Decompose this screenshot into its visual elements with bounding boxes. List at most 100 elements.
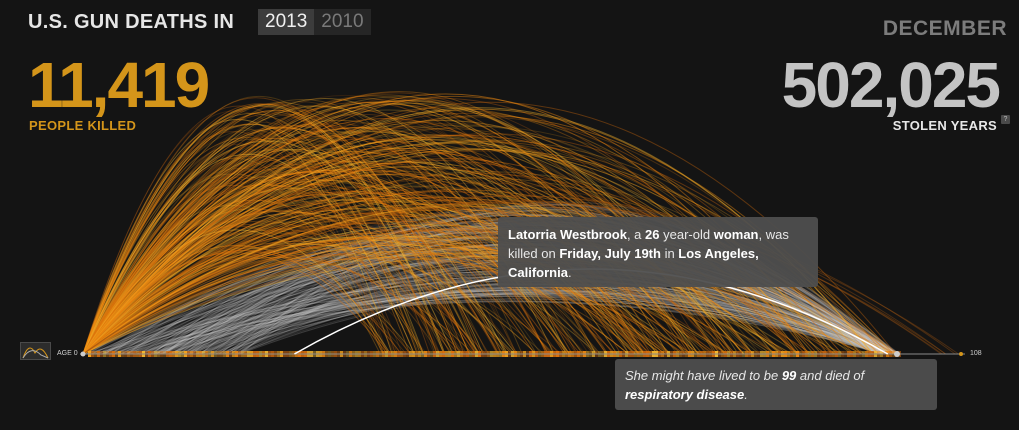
stolen-years-arc[interactable] (82, 261, 890, 355)
stolen-years-arc[interactable] (93, 282, 888, 355)
year-button-2013[interactable]: 2013 (258, 9, 315, 35)
victim-life-arc[interactable] (82, 245, 390, 355)
victim-life-arc[interactable] (82, 149, 479, 355)
victim-life-arc[interactable] (82, 158, 499, 355)
victim-life-arc[interactable] (82, 225, 401, 355)
victim-life-arc[interactable] (82, 211, 480, 355)
victim-life-arc[interactable] (82, 216, 599, 355)
victim-life-arc[interactable] (82, 106, 438, 355)
victim-life-arc[interactable] (82, 102, 479, 355)
victim-life-arc[interactable] (82, 208, 424, 355)
victim-life-arc[interactable] (82, 242, 515, 355)
outer-life-arc[interactable] (82, 201, 959, 355)
victim-life-arc[interactable] (82, 105, 396, 355)
victim-life-arc[interactable] (82, 248, 792, 355)
stolen-years-arc[interactable] (181, 295, 884, 355)
victim-life-arc[interactable] (82, 228, 835, 355)
stolen-years-arc[interactable] (135, 293, 891, 355)
stolen-years-arc[interactable] (104, 237, 886, 355)
stolen-years-arc[interactable] (185, 288, 899, 355)
stolen-years-arc[interactable] (167, 290, 900, 355)
victim-life-arc[interactable] (82, 250, 402, 355)
victim-life-arc[interactable] (82, 225, 587, 355)
victim-life-arc[interactable] (82, 131, 385, 355)
stolen-years-arc[interactable] (86, 237, 884, 355)
victim-life-arc[interactable] (82, 173, 383, 355)
stolen-years-arc[interactable] (91, 257, 886, 355)
year-button-2010[interactable]: 2010 (314, 9, 371, 35)
stolen-years-arc[interactable] (101, 273, 884, 355)
stolen-years-arc[interactable] (107, 293, 893, 355)
stolen-years-arc[interactable] (236, 289, 891, 355)
victim-life-arc[interactable] (82, 113, 421, 355)
stolen-years-arc[interactable] (101, 262, 887, 355)
stolen-years-arc[interactable] (127, 289, 892, 355)
victim-life-arc[interactable] (82, 249, 411, 355)
victim-life-arc[interactable] (82, 228, 768, 355)
victim-life-arc[interactable] (82, 238, 648, 355)
victim-life-arc[interactable] (82, 137, 411, 355)
victim-life-arc[interactable] (82, 227, 890, 355)
stolen-years-arc[interactable] (215, 292, 893, 355)
victim-life-arc[interactable] (82, 199, 425, 355)
victim-life-arc[interactable] (82, 127, 484, 355)
stolen-years-arc[interactable] (181, 289, 883, 355)
victim-life-arc[interactable] (82, 251, 727, 355)
stolen-years-arc[interactable] (83, 231, 892, 355)
victim-life-arc[interactable] (82, 221, 507, 355)
victim-life-arc[interactable] (82, 220, 397, 355)
victim-life-arc[interactable] (82, 237, 666, 355)
victim-life-arc[interactable] (82, 121, 441, 355)
victim-life-arc[interactable] (82, 95, 436, 355)
victim-life-arc[interactable] (82, 253, 562, 355)
victim-life-arc[interactable] (82, 257, 693, 355)
victim-life-arc[interactable] (82, 187, 509, 355)
victim-life-arc[interactable] (82, 209, 477, 355)
victim-life-arc[interactable] (82, 171, 538, 355)
victim-life-arc[interactable] (82, 130, 567, 355)
victim-life-arc[interactable] (82, 222, 456, 355)
victim-life-arc[interactable] (82, 220, 716, 355)
stolen-years-arc[interactable] (125, 301, 900, 355)
stolen-years-arc[interactable] (180, 289, 888, 355)
stolen-years-arc[interactable] (146, 300, 886, 355)
victim-life-arc[interactable] (82, 139, 488, 355)
victim-life-arc[interactable] (82, 252, 388, 355)
stolen-years-arc[interactable] (95, 290, 884, 355)
victim-life-arc[interactable] (82, 242, 666, 355)
stolen-years-arc[interactable] (159, 298, 889, 355)
help-icon[interactable]: ? (1001, 115, 1010, 124)
victim-life-arc[interactable] (82, 156, 415, 355)
victim-life-arc[interactable] (82, 224, 784, 355)
victim-life-arc[interactable] (82, 125, 502, 355)
victim-life-arc[interactable] (82, 185, 467, 355)
stolen-years-arc[interactable] (196, 290, 894, 355)
stolen-years-arc[interactable] (129, 290, 883, 355)
victim-life-arc[interactable] (82, 103, 438, 355)
stolen-years-arc[interactable] (139, 293, 888, 355)
victim-life-arc[interactable] (82, 242, 718, 355)
victim-life-arc[interactable] (82, 184, 451, 355)
victim-life-arc[interactable] (82, 119, 393, 355)
victim-life-arc[interactable] (82, 219, 636, 355)
victim-life-arc[interactable] (82, 126, 476, 355)
victim-life-arc[interactable] (82, 254, 793, 355)
victim-life-arc[interactable] (82, 105, 555, 355)
victim-life-arc[interactable] (82, 184, 441, 355)
victim-life-arc[interactable] (82, 105, 445, 355)
victim-life-arc[interactable] (82, 182, 506, 355)
victim-life-arc[interactable] (82, 98, 568, 355)
victim-life-arc[interactable] (82, 233, 555, 355)
stolen-years-arc[interactable] (112, 300, 887, 355)
victim-life-arc[interactable] (82, 243, 630, 355)
victim-life-arc[interactable] (82, 256, 866, 355)
year-toggle[interactable]: 2013 2010 (258, 9, 371, 35)
victim-life-arc[interactable] (82, 123, 424, 355)
victim-life-arc[interactable] (82, 225, 553, 355)
victim-life-arc[interactable] (82, 192, 560, 355)
victim-life-arc[interactable] (82, 177, 395, 355)
stolen-years-arc[interactable] (130, 301, 885, 355)
victim-life-arc[interactable] (82, 123, 418, 355)
victim-life-arc[interactable] (82, 139, 518, 355)
victim-life-arc[interactable] (82, 114, 508, 355)
